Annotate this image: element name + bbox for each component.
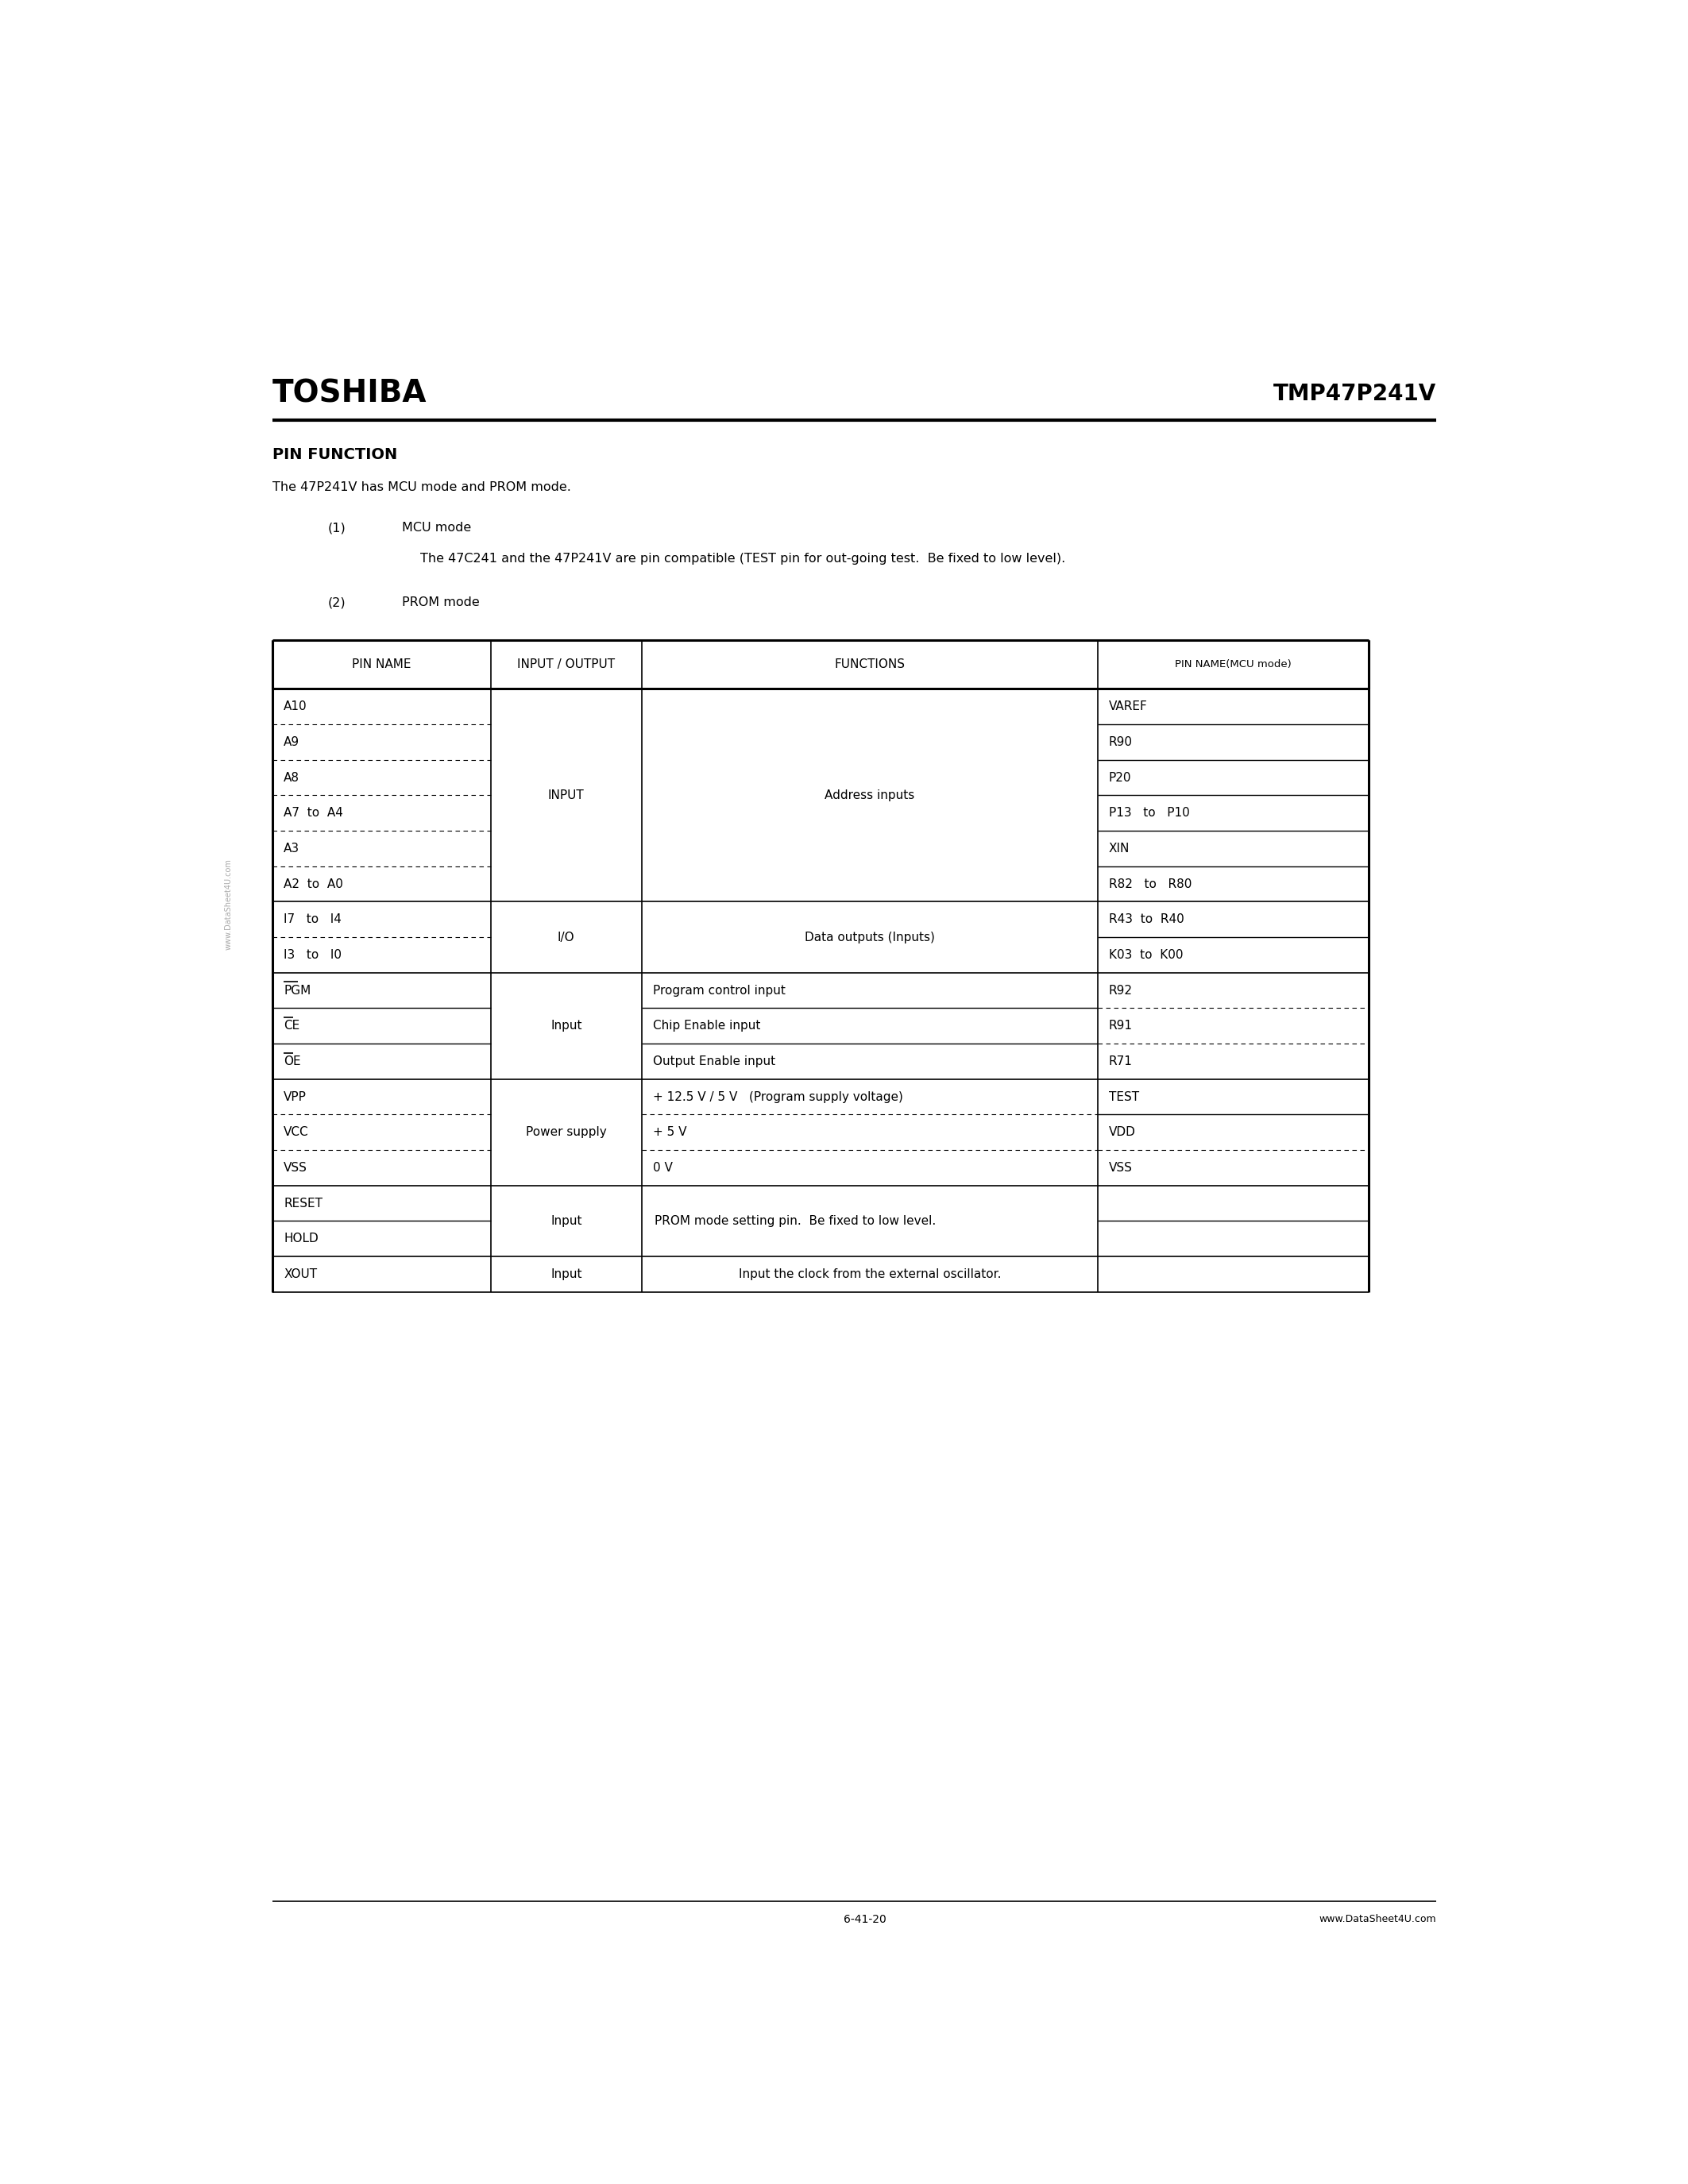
Text: VDD: VDD (1109, 1127, 1136, 1138)
Text: FUNCTIONS: FUNCTIONS (834, 660, 905, 670)
Text: www.DataSheet4U.com: www.DataSheet4U.com (225, 858, 233, 950)
Text: R90: R90 (1109, 736, 1133, 749)
Text: R43  to  R40: R43 to R40 (1109, 913, 1183, 926)
Text: (1): (1) (327, 522, 346, 535)
Text: The 47P241V has MCU mode and PROM mode.: The 47P241V has MCU mode and PROM mode. (272, 480, 571, 494)
Text: PROM mode: PROM mode (402, 596, 479, 609)
Text: + 5 V: + 5 V (653, 1127, 687, 1138)
Text: www.DataSheet4U.com: www.DataSheet4U.com (1318, 1913, 1436, 1924)
Text: R91: R91 (1109, 1020, 1133, 1031)
Text: Input: Input (550, 1214, 582, 1227)
Text: 0 V: 0 V (653, 1162, 674, 1173)
Text: Output Enable input: Output Enable input (653, 1055, 775, 1068)
Text: MCU mode: MCU mode (402, 522, 471, 535)
Text: K03  to  K00: K03 to K00 (1109, 950, 1183, 961)
Text: VPP: VPP (284, 1090, 307, 1103)
Text: I3   to   I0: I3 to I0 (284, 950, 341, 961)
Text: A3: A3 (284, 843, 300, 854)
Text: Chip Enable input: Chip Enable input (653, 1020, 761, 1031)
Text: Input: Input (550, 1020, 582, 1031)
Text: P13   to   P10: P13 to P10 (1109, 808, 1190, 819)
Text: + 12.5 V / 5 V   (Program supply voltage): + 12.5 V / 5 V (Program supply voltage) (653, 1090, 903, 1103)
Text: (2): (2) (327, 596, 346, 609)
Text: R92: R92 (1109, 985, 1133, 996)
Text: INPUT: INPUT (549, 788, 584, 802)
Text: CE: CE (284, 1020, 300, 1031)
Text: INPUT / OUTPUT: INPUT / OUTPUT (517, 660, 614, 670)
Text: VSS: VSS (284, 1162, 307, 1173)
Text: Program control input: Program control input (653, 985, 785, 996)
Text: XIN: XIN (1109, 843, 1129, 854)
Text: P20: P20 (1109, 771, 1131, 784)
Text: Input the clock from the external oscillator.: Input the clock from the external oscill… (738, 1269, 1001, 1280)
Text: Input: Input (550, 1269, 582, 1280)
Text: VSS: VSS (1109, 1162, 1133, 1173)
Text: A2  to  A0: A2 to A0 (284, 878, 343, 889)
Text: PIN FUNCTION: PIN FUNCTION (272, 448, 397, 463)
Text: TEST: TEST (1109, 1090, 1139, 1103)
Text: PIN NAME: PIN NAME (351, 660, 412, 670)
Text: PROM mode setting pin.  Be fixed to low level.: PROM mode setting pin. Be fixed to low l… (655, 1214, 935, 1227)
Text: RESET: RESET (284, 1197, 322, 1210)
Text: R82   to   R80: R82 to R80 (1109, 878, 1192, 889)
Text: OE: OE (284, 1055, 300, 1068)
Text: TOSHIBA: TOSHIBA (272, 378, 427, 408)
Text: A8: A8 (284, 771, 299, 784)
Text: I7   to   I4: I7 to I4 (284, 913, 341, 926)
Text: R71: R71 (1109, 1055, 1133, 1068)
Text: TMP47P241V: TMP47P241V (1273, 382, 1436, 404)
Text: VCC: VCC (284, 1127, 309, 1138)
Text: Power supply: Power supply (525, 1127, 606, 1138)
Text: A7  to  A4: A7 to A4 (284, 808, 343, 819)
Text: 6-41-20: 6-41-20 (844, 1913, 886, 1924)
Text: PGM: PGM (284, 985, 311, 996)
Text: Data outputs (Inputs): Data outputs (Inputs) (805, 930, 935, 943)
Text: XOUT: XOUT (284, 1269, 317, 1280)
Text: PIN NAME(MCU mode): PIN NAME(MCU mode) (1175, 660, 1291, 670)
Text: A9: A9 (284, 736, 300, 749)
Text: A10: A10 (284, 701, 307, 712)
Text: I/O: I/O (557, 930, 576, 943)
Text: VAREF: VAREF (1109, 701, 1148, 712)
Text: Address inputs: Address inputs (825, 788, 915, 802)
Text: HOLD: HOLD (284, 1232, 319, 1245)
Text: The 47C241 and the 47P241V are pin compatible (TEST pin for out-going test.  Be : The 47C241 and the 47P241V are pin compa… (420, 553, 1065, 566)
